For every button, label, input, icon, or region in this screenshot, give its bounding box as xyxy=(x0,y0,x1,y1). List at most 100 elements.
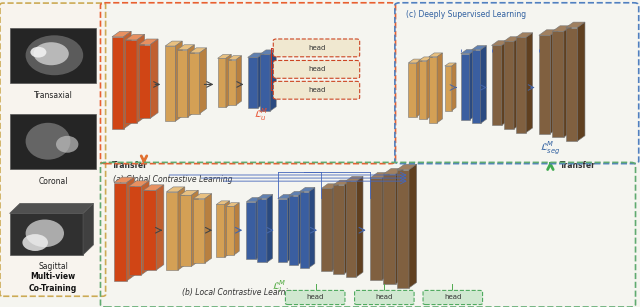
Polygon shape xyxy=(383,169,403,174)
Polygon shape xyxy=(278,195,293,199)
Text: head: head xyxy=(307,294,324,301)
Text: Coronal: Coronal xyxy=(38,177,68,185)
Polygon shape xyxy=(370,173,390,178)
Text: head: head xyxy=(444,294,461,301)
Polygon shape xyxy=(445,66,452,111)
Polygon shape xyxy=(258,53,264,108)
Polygon shape xyxy=(287,195,293,262)
Polygon shape xyxy=(397,164,417,170)
Polygon shape xyxy=(472,50,481,123)
Polygon shape xyxy=(189,48,207,53)
Polygon shape xyxy=(481,46,486,123)
Polygon shape xyxy=(300,187,315,192)
Polygon shape xyxy=(236,56,241,105)
Polygon shape xyxy=(178,187,185,270)
Polygon shape xyxy=(260,54,270,111)
Polygon shape xyxy=(216,201,230,204)
Polygon shape xyxy=(452,63,456,111)
Polygon shape xyxy=(225,201,230,257)
Text: (c) Deeply Supervised Learning: (c) Deeply Supervised Learning xyxy=(406,10,527,19)
Polygon shape xyxy=(216,204,225,257)
Polygon shape xyxy=(429,53,442,57)
Polygon shape xyxy=(492,41,508,45)
Text: (a) Global Contrastive Learning: (a) Global Contrastive Learning xyxy=(113,175,232,184)
Polygon shape xyxy=(504,37,520,41)
Polygon shape xyxy=(139,45,150,118)
Polygon shape xyxy=(516,33,532,37)
Polygon shape xyxy=(200,48,207,114)
Polygon shape xyxy=(150,39,158,118)
Polygon shape xyxy=(526,33,532,133)
Polygon shape xyxy=(189,53,200,114)
Polygon shape xyxy=(445,63,456,66)
Polygon shape xyxy=(417,59,422,117)
Polygon shape xyxy=(267,195,273,262)
Polygon shape xyxy=(175,41,182,121)
Polygon shape xyxy=(333,180,351,185)
Polygon shape xyxy=(10,204,93,213)
Polygon shape xyxy=(408,63,417,117)
Polygon shape xyxy=(552,26,572,31)
Polygon shape xyxy=(188,45,195,117)
Ellipse shape xyxy=(22,234,48,251)
Text: head: head xyxy=(308,45,326,51)
FancyBboxPatch shape xyxy=(273,81,360,99)
Polygon shape xyxy=(429,57,437,123)
Ellipse shape xyxy=(26,35,83,75)
Polygon shape xyxy=(333,185,344,274)
FancyBboxPatch shape xyxy=(273,39,360,57)
Polygon shape xyxy=(218,54,231,58)
Polygon shape xyxy=(396,169,403,284)
Polygon shape xyxy=(397,170,409,288)
Polygon shape xyxy=(228,60,236,105)
Polygon shape xyxy=(228,56,241,60)
Polygon shape xyxy=(382,173,390,280)
Polygon shape xyxy=(419,57,432,61)
Text: $\mathcal{L}_{seg}^{M}$: $\mathcal{L}_{seg}^{M}$ xyxy=(540,140,561,157)
Polygon shape xyxy=(577,22,585,141)
Polygon shape xyxy=(248,53,264,57)
Polygon shape xyxy=(472,46,486,50)
Text: head: head xyxy=(376,294,393,301)
Polygon shape xyxy=(246,202,256,259)
Polygon shape xyxy=(516,37,526,133)
Text: Transfer: Transfer xyxy=(560,161,596,170)
Polygon shape xyxy=(114,177,134,183)
Polygon shape xyxy=(492,45,502,125)
Polygon shape xyxy=(112,31,131,37)
Polygon shape xyxy=(256,198,262,259)
Text: (b) Local Contrastive Learning: (b) Local Contrastive Learning xyxy=(182,288,298,297)
Polygon shape xyxy=(370,178,382,280)
Text: Sagittal: Sagittal xyxy=(38,262,68,271)
Polygon shape xyxy=(156,185,164,270)
Polygon shape xyxy=(226,203,239,206)
Polygon shape xyxy=(137,34,145,123)
Polygon shape xyxy=(346,177,363,181)
Polygon shape xyxy=(83,204,93,255)
Polygon shape xyxy=(437,53,442,123)
Polygon shape xyxy=(246,198,262,202)
Polygon shape xyxy=(346,181,356,277)
Polygon shape xyxy=(193,194,212,199)
Polygon shape xyxy=(112,37,124,129)
Text: Transaxial: Transaxial xyxy=(34,91,72,99)
Ellipse shape xyxy=(26,220,64,247)
Text: $\mathcal{L}_{l}^{M}$: $\mathcal{L}_{l}^{M}$ xyxy=(272,278,286,294)
FancyBboxPatch shape xyxy=(273,60,360,78)
FancyBboxPatch shape xyxy=(0,3,106,296)
Polygon shape xyxy=(539,35,550,134)
Text: head: head xyxy=(308,66,326,72)
Polygon shape xyxy=(129,181,149,186)
Polygon shape xyxy=(552,31,564,137)
Polygon shape xyxy=(260,50,276,54)
Text: head: head xyxy=(308,87,326,93)
Polygon shape xyxy=(566,28,577,141)
Polygon shape xyxy=(300,192,309,268)
Polygon shape xyxy=(139,39,158,45)
Ellipse shape xyxy=(31,47,46,58)
Polygon shape xyxy=(289,192,304,196)
Polygon shape xyxy=(10,213,83,255)
Polygon shape xyxy=(218,58,226,107)
Polygon shape xyxy=(226,54,231,107)
FancyBboxPatch shape xyxy=(355,290,414,305)
